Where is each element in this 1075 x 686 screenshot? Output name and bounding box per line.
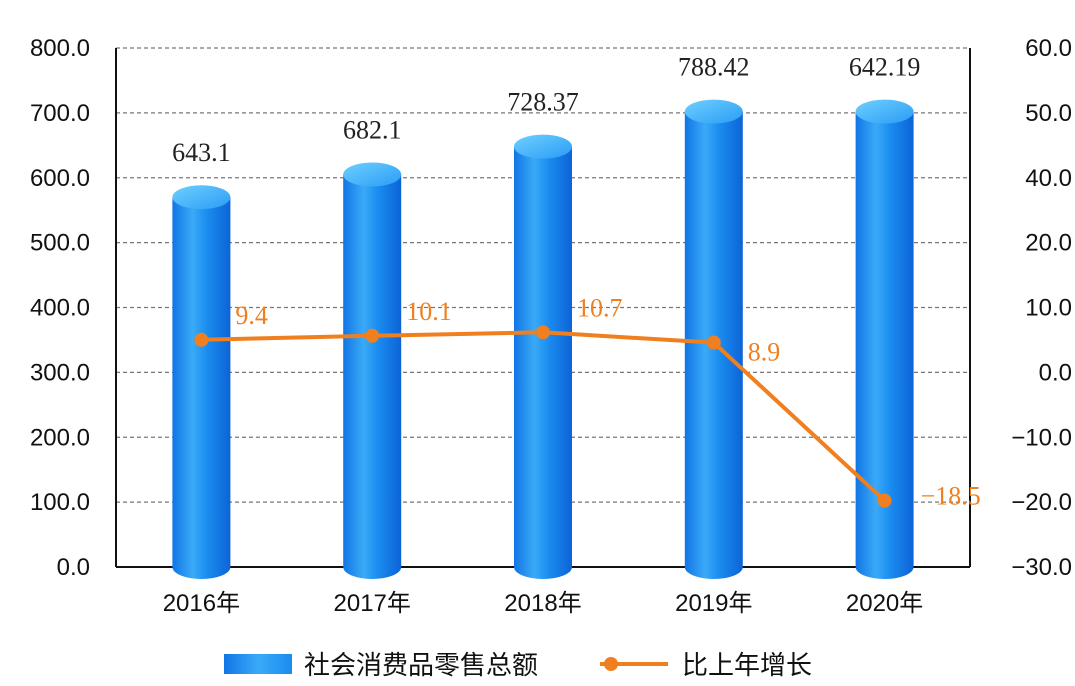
- legend: 社会消费品零售总额 比上年增长: [224, 650, 812, 680]
- left-tick-label: 600.0: [30, 165, 90, 192]
- bar-value-label: 788.42: [678, 53, 750, 82]
- legend-line-marker: [604, 657, 618, 671]
- x-tick-label: 2017年: [334, 590, 411, 617]
- bar-value-label: 682.1: [343, 116, 402, 145]
- growth-value-label: 9.4: [235, 301, 268, 330]
- bar-body: [514, 146, 572, 580]
- growth-point: [536, 325, 550, 340]
- left-tick-label: 300.0: [30, 359, 90, 386]
- left-tick-label: 0.0: [57, 554, 90, 581]
- left-tick-label: 200.0: [30, 424, 90, 451]
- growth-value-label: 10.7: [577, 293, 623, 322]
- bar-value-label: 728.37: [507, 88, 579, 117]
- bar-cap: [514, 134, 572, 159]
- x-tick-label: 2019年: [675, 590, 752, 617]
- x-tick-label: 2020年: [846, 590, 923, 617]
- legend-bar-swatch: [224, 654, 292, 674]
- growth-point: [194, 332, 209, 347]
- right-tick-label: −10.0: [1011, 424, 1072, 451]
- bar-cap: [855, 99, 914, 124]
- growth-point: [365, 328, 380, 343]
- bar: [172, 185, 231, 579]
- growth-value-label: 10.1: [406, 297, 452, 326]
- legend-line-label: 比上年增长: [682, 650, 812, 680]
- bar: [343, 162, 402, 579]
- bar: [514, 134, 572, 580]
- bar-body: [343, 174, 402, 579]
- bar-body: [172, 197, 231, 579]
- right-tick-label: 20.0: [1025, 230, 1072, 257]
- left-tick-label: 100.0: [30, 489, 90, 516]
- bar-cap: [172, 185, 231, 210]
- growth-point: [877, 493, 892, 508]
- bar: [855, 99, 914, 579]
- right-tick-label: 40.0: [1025, 165, 1072, 192]
- x-tick-label: 2016年: [163, 590, 240, 617]
- line-layer: [194, 325, 892, 508]
- left-tick-label: 800.0: [30, 35, 90, 62]
- bar-cap: [684, 99, 743, 124]
- right-tick-label: 50.0: [1025, 100, 1072, 127]
- x-tick-label: 2018年: [504, 590, 581, 617]
- right-tick-label: 60.0: [1025, 35, 1072, 62]
- label-layer: 643.1 682.1 728.37 788.42 642.19 9.4 10.1 10.7 8…: [172, 53, 981, 511]
- bar-value-label: 642.19: [849, 53, 921, 82]
- bar-body: [855, 111, 914, 579]
- left-tick-label: 500.0: [30, 230, 90, 257]
- right-tick-label: −20.0: [1011, 489, 1072, 516]
- left-tick-label: 400.0: [30, 295, 90, 322]
- growth-point: [706, 335, 721, 350]
- growth-value-label: −18.5: [921, 482, 981, 511]
- axis-layer: 0.0 100.0 200.0 300.0 400.0 500.0 600.0 700.0 80…: [30, 35, 1072, 617]
- bar-value-label: 643.1: [172, 138, 231, 167]
- left-tick-label: 700.0: [30, 100, 90, 127]
- bar-cap: [343, 162, 402, 187]
- growth-value-label: 8.9: [748, 338, 781, 367]
- right-tick-label: 10.0: [1025, 295, 1072, 322]
- right-tick-label: −30.0: [1011, 554, 1072, 581]
- legend-bar-label: 社会消费品零售总额: [304, 650, 538, 680]
- right-tick-label: 0.0: [1039, 359, 1072, 386]
